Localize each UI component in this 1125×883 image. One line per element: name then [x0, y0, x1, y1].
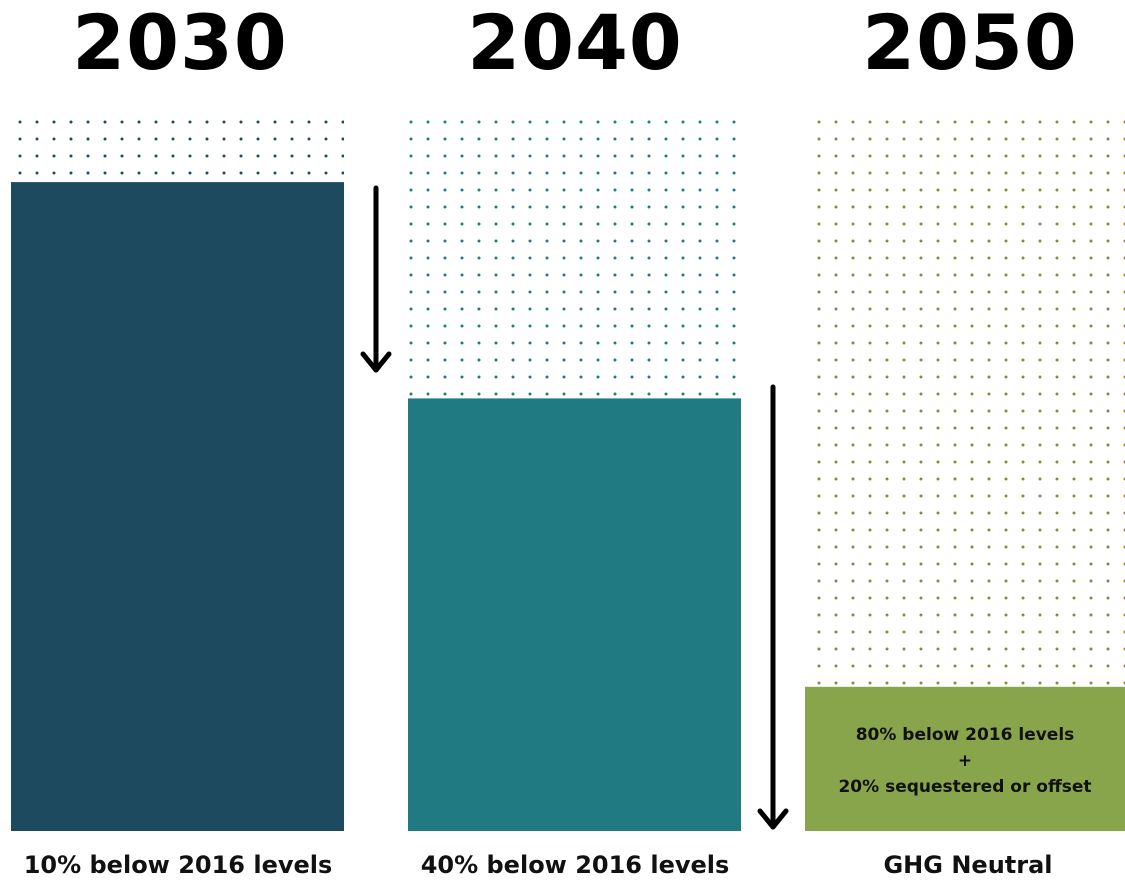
year-2050-heading: 2050	[862, 0, 1078, 87]
year-2040-heading: 2040	[467, 0, 683, 87]
year-2030-heading: 2030	[72, 0, 288, 87]
reduction-area-2040	[408, 110, 741, 399]
reduction-area-2030	[11, 110, 344, 183]
bar-2040	[408, 398, 741, 831]
bar-2030	[11, 182, 344, 832]
caption-2030: 10% below 2016 levels	[23, 851, 333, 879]
bar-2050-annotation: 80% below 2016 levels + 20% sequestered …	[805, 722, 1125, 800]
annotation-line-1: 80% below 2016 levels	[855, 725, 1075, 745]
caption-2050: GHG Neutral	[883, 851, 1053, 879]
annotation-plus: +	[957, 751, 973, 771]
bar-2050	[805, 686, 1125, 831]
caption-2040: 40% below 2016 levels	[420, 851, 730, 879]
reduction-area-2050	[805, 110, 1125, 687]
annotation-line-3: 20% sequestered or offset	[838, 777, 1092, 797]
down-arrow-icon	[757, 384, 789, 830]
down-arrow-icon	[360, 185, 392, 373]
